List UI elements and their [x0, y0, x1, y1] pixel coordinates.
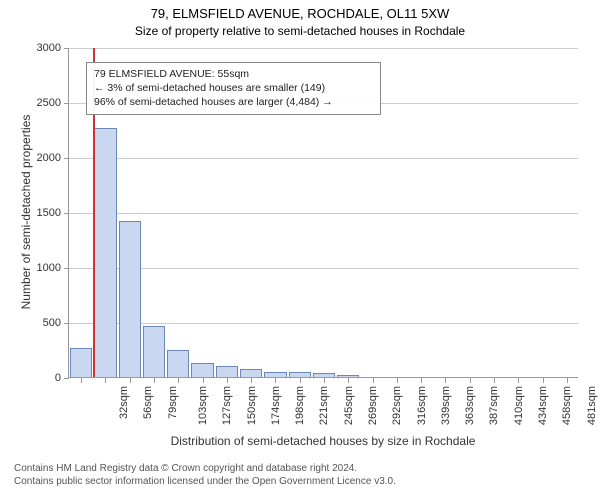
- xtick-label: 481sqm: [586, 386, 598, 425]
- ytick-mark: [64, 268, 69, 269]
- grid-line: [69, 323, 578, 324]
- xtick-mark: [227, 378, 228, 383]
- ytick-label: 0: [27, 372, 61, 384]
- xtick-mark: [397, 378, 398, 383]
- xtick-mark: [518, 378, 519, 383]
- ytick-label: 3000: [27, 42, 61, 54]
- xtick-label: 245sqm: [343, 386, 355, 425]
- xtick-mark: [348, 378, 349, 383]
- ytick-mark: [64, 158, 69, 159]
- xtick-mark: [251, 378, 252, 383]
- xtick-mark: [81, 378, 82, 383]
- xtick-label: 127sqm: [221, 386, 233, 425]
- bar: [216, 366, 238, 377]
- bar: [191, 363, 213, 377]
- xtick-label: 221sqm: [319, 386, 331, 425]
- grid-line: [69, 213, 578, 214]
- xtick-mark: [105, 378, 106, 383]
- bar: [313, 373, 335, 377]
- xtick-label: 174sqm: [270, 386, 282, 425]
- ytick-mark: [64, 48, 69, 49]
- bar: [264, 372, 286, 378]
- ytick-mark: [64, 378, 69, 379]
- bar: [289, 372, 311, 377]
- annotation-line1: 79 ELMSFIELD AVENUE: 55sqm: [94, 67, 373, 81]
- grid-line: [69, 158, 578, 159]
- annotation-line2: ← 3% of semi-detached houses are smaller…: [94, 81, 373, 95]
- ytick-mark: [64, 323, 69, 324]
- xtick-label: 387sqm: [489, 386, 501, 425]
- xtick-label: 103sqm: [197, 386, 209, 425]
- xtick-mark: [130, 378, 131, 383]
- xtick-label: 198sqm: [294, 386, 306, 425]
- annotation-box: 79 ELMSFIELD AVENUE: 55sqm ← 3% of semi-…: [86, 62, 381, 115]
- xtick-label: 269sqm: [367, 386, 379, 425]
- bar: [94, 128, 116, 377]
- bar: [119, 221, 141, 377]
- xtick-mark: [421, 378, 422, 383]
- ytick-mark: [64, 213, 69, 214]
- xtick-mark: [275, 378, 276, 383]
- xtick-mark: [494, 378, 495, 383]
- xtick-mark: [203, 378, 204, 383]
- annotation-line3: 96% of semi-detached houses are larger (…: [94, 95, 373, 109]
- x-axis-label: Distribution of semi-detached houses by …: [68, 434, 578, 448]
- xtick-label: 410sqm: [513, 386, 525, 425]
- chart-container: 79, ELMSFIELD AVENUE, ROCHDALE, OL11 5XW…: [0, 0, 600, 500]
- xtick-mark: [178, 378, 179, 383]
- xtick-mark: [445, 378, 446, 383]
- xtick-label: 458sqm: [561, 386, 573, 425]
- xtick-label: 316sqm: [416, 386, 428, 425]
- grid-line: [69, 268, 578, 269]
- xtick-label: 150sqm: [246, 386, 258, 425]
- xtick-mark: [543, 378, 544, 383]
- xtick-label: 292sqm: [391, 386, 403, 425]
- xtick-label: 363sqm: [464, 386, 476, 425]
- chart-title: 79, ELMSFIELD AVENUE, ROCHDALE, OL11 5XW: [0, 6, 600, 21]
- xtick-label: 79sqm: [167, 386, 179, 419]
- xtick-label: 339sqm: [440, 386, 452, 425]
- xtick-mark: [373, 378, 374, 383]
- bar: [143, 326, 165, 377]
- xtick-label: 56sqm: [142, 386, 154, 419]
- xtick-mark: [300, 378, 301, 383]
- bar: [337, 375, 359, 377]
- xtick-mark: [567, 378, 568, 383]
- xtick-mark: [470, 378, 471, 383]
- bar: [240, 369, 262, 377]
- ytick-mark: [64, 103, 69, 104]
- y-axis-label: Number of semi-detached properties: [19, 102, 33, 322]
- bar: [167, 350, 189, 378]
- xtick-mark: [154, 378, 155, 383]
- footer: Contains HM Land Registry data © Crown c…: [14, 462, 396, 488]
- xtick-label: 434sqm: [537, 386, 549, 425]
- footer-line1: Contains HM Land Registry data © Crown c…: [14, 462, 396, 475]
- footer-line2: Contains public sector information licen…: [14, 475, 396, 488]
- chart-subtitle: Size of property relative to semi-detach…: [0, 24, 600, 38]
- bar: [70, 348, 92, 377]
- xtick-label: 32sqm: [118, 386, 130, 419]
- grid-line: [69, 48, 578, 49]
- xtick-mark: [324, 378, 325, 383]
